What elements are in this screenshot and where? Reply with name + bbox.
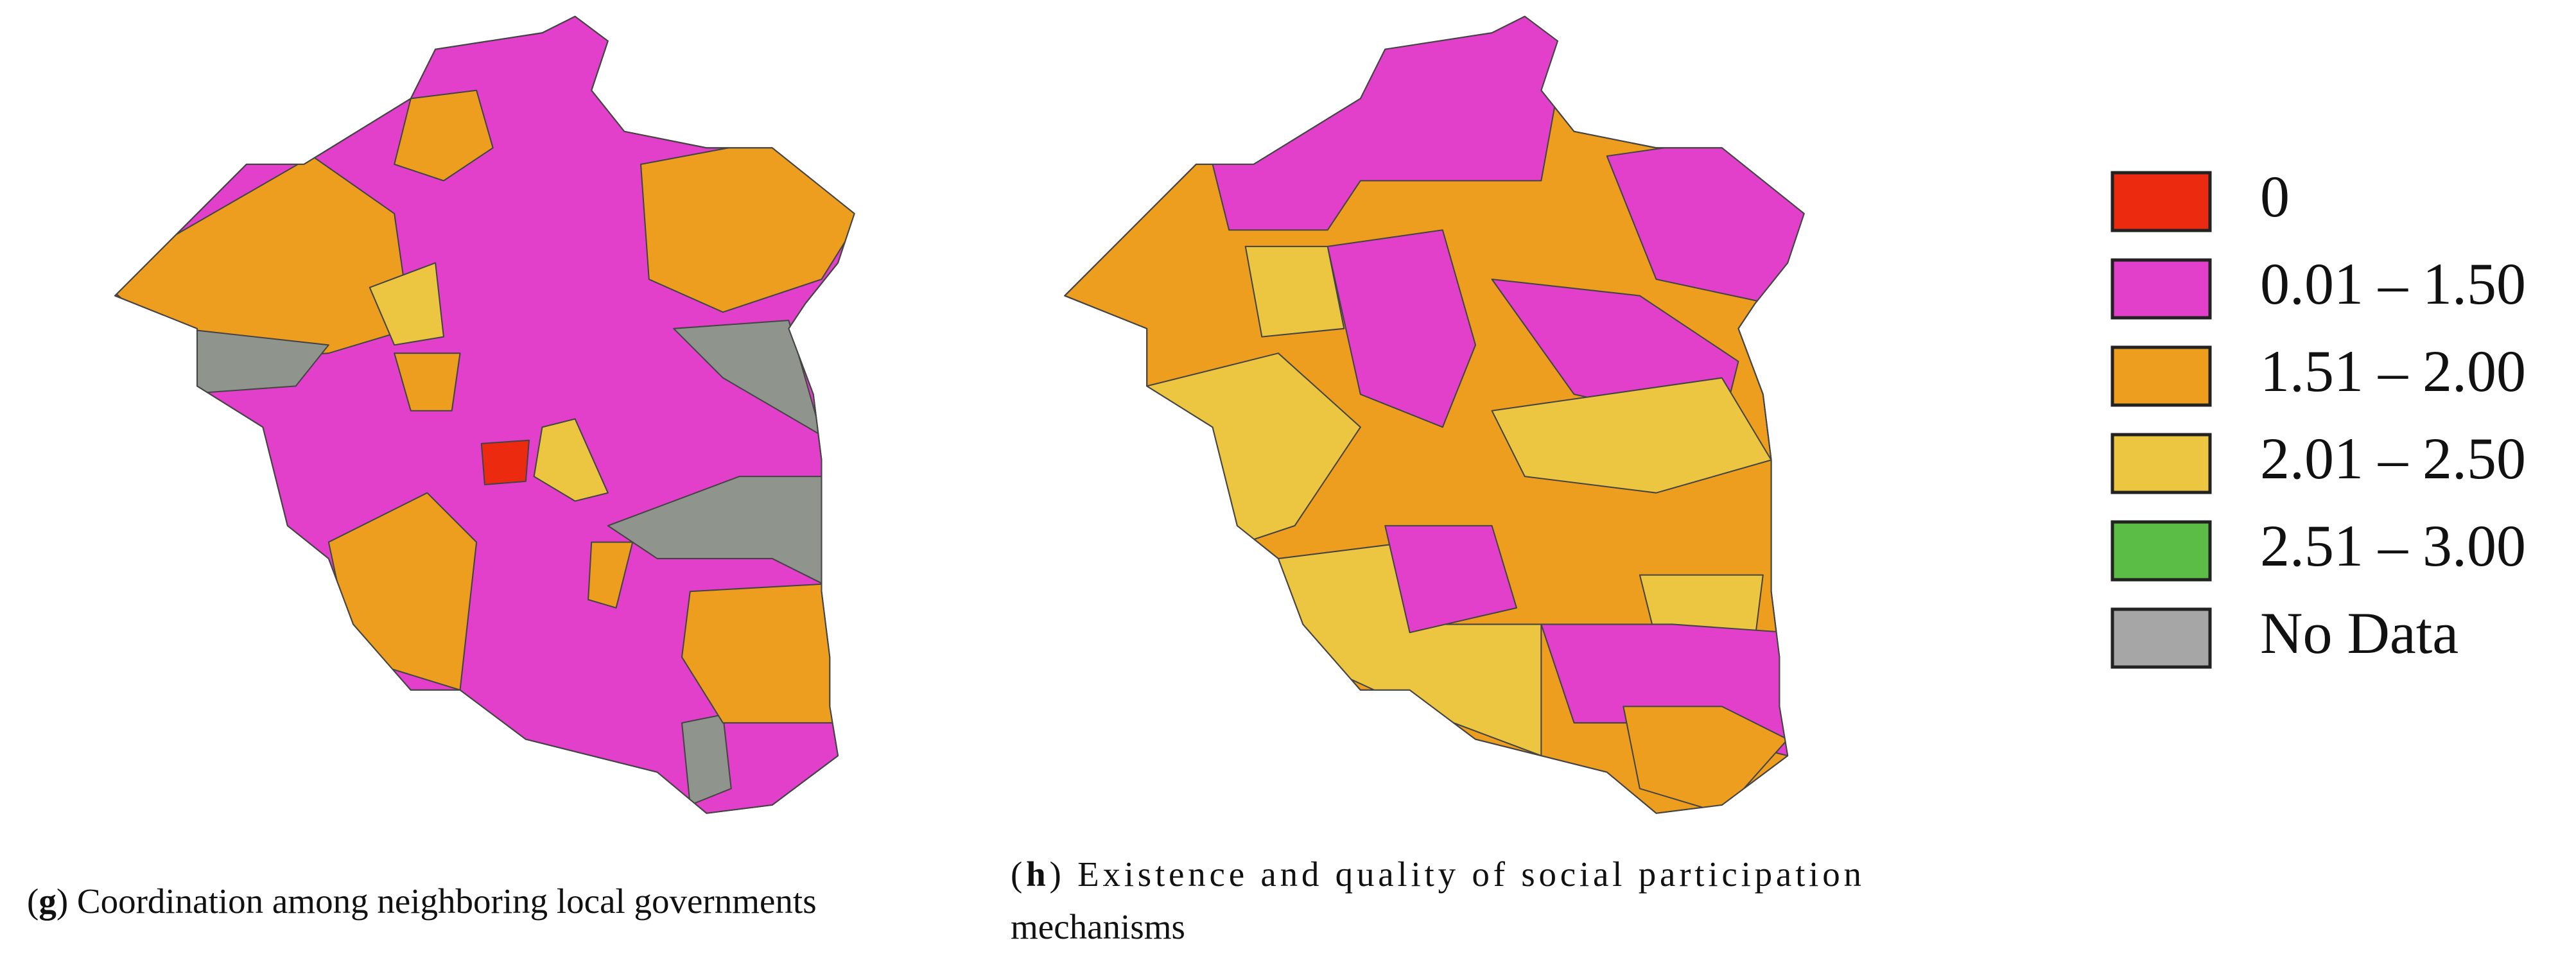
legend-label: 2.51 – 3.00 [2260, 513, 2526, 578]
caption-open: ( [1011, 855, 1022, 894]
caption: (h) Existence and quality of social part… [1011, 855, 1861, 894]
caption-open: ( [27, 881, 39, 921]
caption-text: ) Coordination among neighboring local g… [57, 881, 817, 921]
region [640, 139, 855, 313]
region [681, 714, 732, 806]
region [1623, 706, 1789, 813]
map-h [1063, 15, 1806, 814]
region [1327, 229, 1477, 428]
region [480, 439, 530, 485]
region [533, 418, 609, 502]
caption-letter: h [1026, 855, 1046, 894]
region [1244, 245, 1345, 338]
caption: (g) Coordination among neighboring local… [27, 881, 817, 921]
caption-text: ) Existence and quality of social partic… [1049, 855, 1861, 894]
legend-label: No Data [2260, 600, 2459, 666]
legend-swatch [2110, 345, 2212, 407]
region [587, 541, 634, 609]
region [394, 89, 494, 182]
caption-letter: g [39, 881, 57, 921]
legend-swatch [2110, 607, 2212, 669]
map-g [114, 15, 855, 814]
legend-swatch [2110, 433, 2212, 494]
region [369, 262, 444, 346]
region [1491, 377, 1772, 494]
legend-label: 1.51 – 2.00 [2260, 338, 2526, 404]
caption: mechanisms [1011, 907, 1185, 946]
legend-swatch [2110, 520, 2212, 582]
legend: 0 0.01 – 1.50 1.51 – 2.00 2.01 – 2.50 2.51 –… [2110, 164, 2526, 669]
legend-swatch [2110, 171, 2212, 232]
legend-swatch [2110, 258, 2212, 320]
region [681, 582, 839, 724]
region [394, 352, 461, 412]
legend-label: 2.01 – 2.50 [2260, 426, 2526, 491]
legend-label: 0.01 – 1.50 [2260, 251, 2526, 317]
legend-label: 0 [2260, 164, 2290, 229]
region [1384, 525, 1517, 634]
